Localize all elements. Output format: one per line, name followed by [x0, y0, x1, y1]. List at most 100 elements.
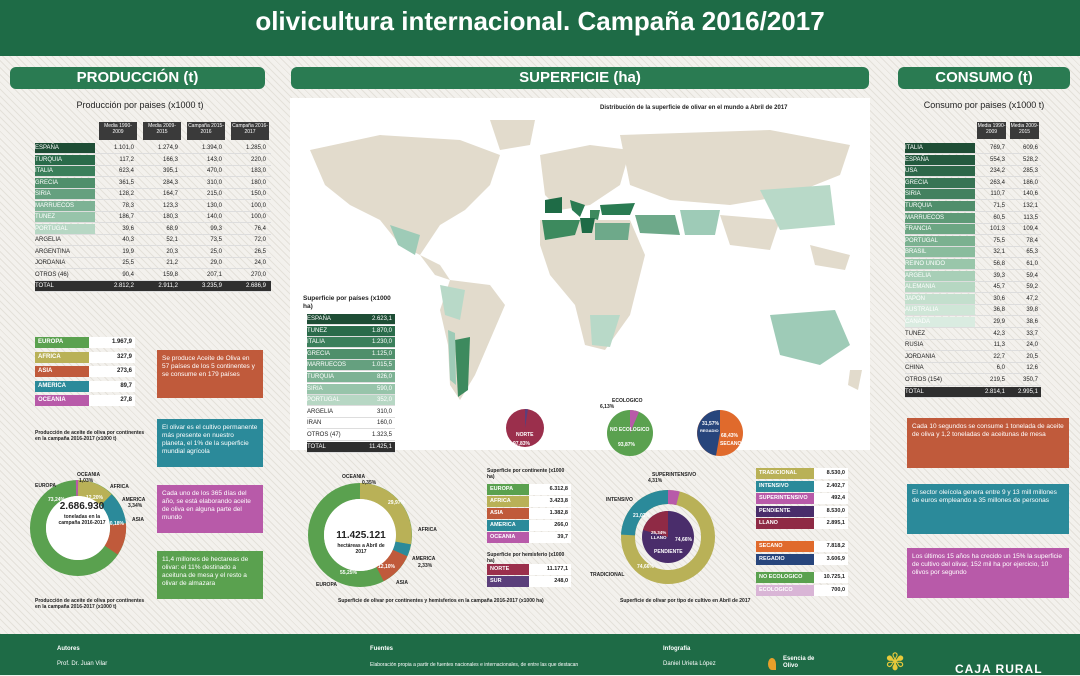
row-value: 1.015,5	[357, 360, 395, 370]
row-value: 61,0	[1008, 259, 1041, 269]
footer-autores: Autores	[57, 646, 80, 652]
riego-a-lbl: REGADIO	[700, 428, 719, 434]
row-value: 2.995,1	[1008, 387, 1041, 397]
eco-top-pct: 6,13%	[600, 404, 614, 410]
slabel-america-pct: 2,33%	[418, 563, 432, 569]
caja-rural-logo-text: CAJA RURAL	[955, 662, 1043, 676]
kv-value: 2.402,7	[814, 481, 848, 492]
produccion-section-title: PRODUCCIÓN (t)	[10, 67, 265, 89]
kv-value: 7.818,2	[814, 541, 848, 552]
kv-name: EUROPA	[487, 484, 529, 495]
row-value: 11,3	[975, 340, 1008, 350]
row-name: TURQUIA	[35, 155, 95, 165]
consumo-section-title: CONSUMO (t)	[898, 67, 1070, 89]
row-value: 207,1	[183, 270, 227, 280]
column-header: Media 2009-2015	[143, 122, 181, 140]
row-name: PORTUGAL	[35, 224, 95, 234]
row-name: ARGELIA	[905, 271, 975, 281]
kv-value: 8.530,0	[814, 468, 848, 479]
row-value: 1.870,0	[357, 326, 395, 336]
australia-shape	[770, 310, 850, 365]
tipo-caption: Superficie de olivar por tipo de cultivo…	[620, 598, 820, 604]
row-name: ARGELIA	[307, 407, 357, 417]
row-value: 39,3	[975, 271, 1008, 281]
row-value: 528,2	[1008, 155, 1041, 165]
column-header: Media 1990-2009	[977, 122, 1006, 139]
column-header: Media 2009-2015	[1010, 122, 1039, 139]
row-name: CHINA	[905, 363, 975, 373]
row-value: 100,0	[227, 212, 271, 222]
row-value: 33,7	[1008, 329, 1041, 339]
row-name: TOTAL	[905, 387, 975, 397]
row-value: 1.230,0	[357, 337, 395, 347]
slabel-oceania-pct: 0,35%	[362, 480, 376, 486]
info-box-1: Se produce Aceite de Oliva en 57 países …	[157, 350, 263, 398]
consumo-box-2: El sector oleícola genera entre 9 y 13 m…	[907, 484, 1069, 534]
continent-value: 89,7	[89, 381, 135, 392]
kv-value: 266,0	[529, 520, 571, 531]
riego-b-lbl: SECANO	[720, 441, 741, 447]
row-value: 65,3	[1008, 247, 1041, 257]
info-box-4: 11,4 millones de hectareas de olivar: el…	[157, 551, 263, 599]
row-value: 285,3	[1008, 166, 1041, 176]
kv-value: 1.382,8	[529, 508, 571, 519]
footer: Autores Prof. Dr. Juan Vilar Fuentes Ela…	[0, 634, 1080, 675]
kv-name: OCEANIA	[487, 532, 529, 543]
kv-name: PENDIENTE	[756, 506, 814, 517]
tlabel-intensivo-pct: 21,03%	[633, 513, 650, 519]
row-value: 1.394,0	[183, 143, 227, 153]
kv-name: REGADIO	[756, 554, 814, 565]
kv-value: 10.725,1	[814, 572, 848, 583]
row-value: 71,5	[975, 201, 1008, 211]
chile-shape	[448, 330, 456, 385]
row-value: 22,7	[975, 352, 1008, 362]
row-value: 361,5	[95, 178, 139, 188]
row-value: 2.812,2	[95, 281, 139, 291]
row-value: 78,4	[1008, 236, 1041, 246]
superficie-donut-center: 11.425.121	[328, 530, 394, 541]
row-value: 20,3	[139, 247, 183, 257]
new-zealand-shape	[848, 370, 862, 390]
produccion-donut-caption: Producción de aceite de oliva por contin…	[35, 598, 150, 610]
kv-value: 3.423,8	[529, 496, 571, 507]
row-name: TURQUIA	[307, 372, 357, 382]
riego-b-pct: 68,43%	[721, 433, 738, 439]
page-title: olivicultura internacional. Campaña 2016…	[0, 6, 1080, 37]
row-value: 128,2	[95, 189, 139, 199]
row-value: 40,3	[95, 235, 139, 245]
row-value: 183,0	[227, 166, 271, 176]
row-value: 25,5	[95, 258, 139, 268]
row-value: 101,3	[975, 224, 1008, 234]
row-name: ESPAÑA	[307, 314, 357, 324]
row-value: 130,0	[183, 201, 227, 211]
continent-value: 327,9	[89, 352, 135, 363]
info-box-3: Cada uno de los 365 días del año, se est…	[157, 485, 263, 533]
row-name: OTROS (47)	[307, 430, 357, 440]
slabel-europa: EUROPA	[316, 582, 337, 588]
produccion-continent-caption: Producción de aceite de oliva por contin…	[35, 430, 145, 442]
consumo-box-1: Cada 10 segundos se consume 1 tonelada d…	[907, 418, 1069, 468]
row-value: 234,2	[975, 166, 1008, 176]
continent-value: 273,6	[89, 366, 135, 377]
row-value: 30,6	[975, 294, 1008, 304]
row-value: 2.686,9	[227, 281, 271, 291]
row-value: 19,9	[95, 247, 139, 257]
